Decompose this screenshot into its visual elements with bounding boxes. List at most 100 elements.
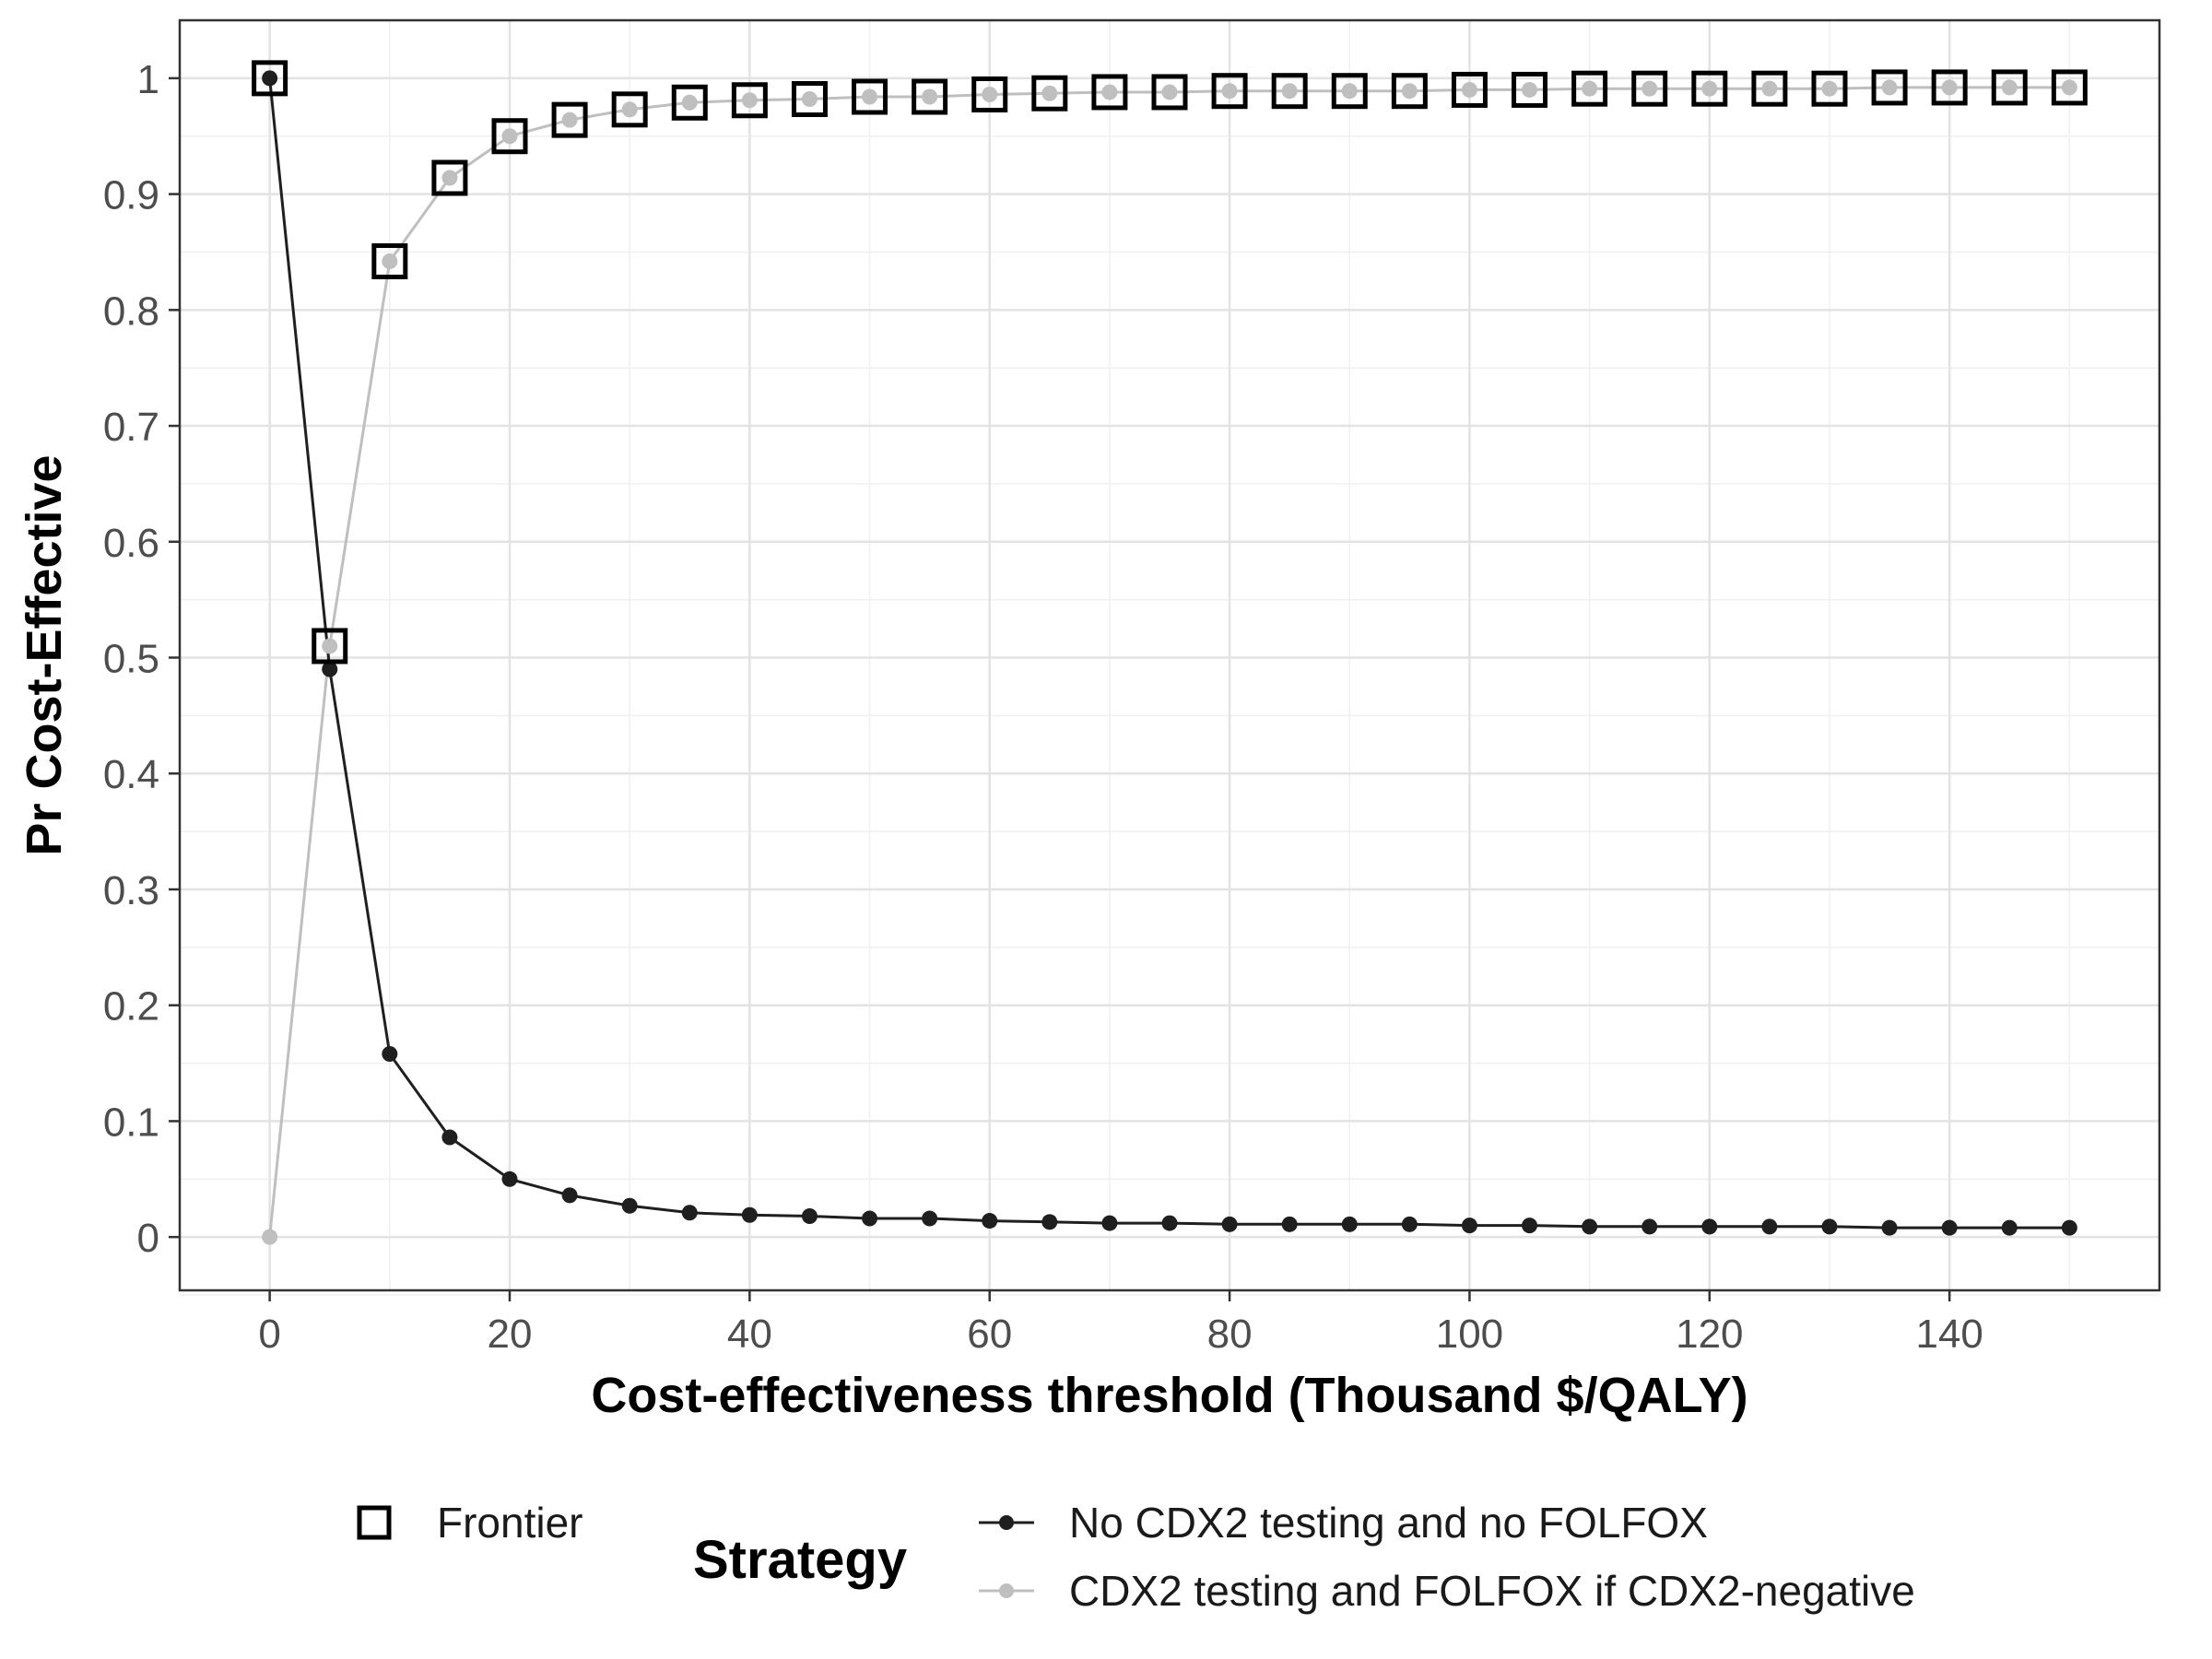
series-point-2 [862, 88, 878, 105]
series-point-2 [922, 88, 938, 105]
series-point-1 [1461, 1218, 1477, 1234]
x-tick-label: 0 [258, 1312, 280, 1357]
frontier-marker [371, 243, 408, 280]
series-point-2 [2001, 79, 2018, 96]
frontier-marker [1211, 73, 1248, 110]
series-point-1 [1761, 1218, 1778, 1235]
series-points [262, 70, 2077, 1245]
x-tick-label: 60 [967, 1312, 1012, 1357]
frontier-marker [2051, 69, 2088, 106]
series-point-2 [1461, 81, 1477, 98]
frontier-marker [671, 84, 708, 121]
x-tick-label: 140 [1915, 1312, 1983, 1357]
y-tick-label: 0.1 [103, 1100, 159, 1145]
series-point-1 [1881, 1219, 1898, 1236]
series-point-1 [1641, 1218, 1658, 1235]
series-point-1 [1341, 1216, 1358, 1232]
series-point-2 [1401, 83, 1418, 100]
y-tick-label: 1 [137, 57, 159, 102]
frontier-marker [1991, 69, 2028, 106]
grid-major [180, 20, 2159, 1290]
series-point-2 [382, 253, 398, 270]
x-tick-label: 120 [1676, 1312, 1743, 1357]
y-tick-label: 0 [137, 1216, 159, 1261]
y-tick-label: 0.2 [103, 984, 159, 1030]
plot-panel-border [178, 18, 2161, 1292]
y-tick-label: 0.8 [103, 288, 159, 334]
series-point-1 [621, 1197, 638, 1214]
frontier-marker [1091, 74, 1128, 111]
series-point-2 [1821, 80, 1838, 97]
series-point-1 [382, 1046, 398, 1063]
legend: Frontier Strategy No CDX2 testing and no… [357, 1499, 1915, 1615]
frontier-marker [611, 91, 648, 128]
series-point-1 [1821, 1218, 1838, 1235]
series-point-1 [501, 1171, 518, 1187]
frontier-marker [1391, 73, 1428, 110]
series-point-1 [1041, 1214, 1058, 1230]
series-point-1 [1161, 1215, 1178, 1231]
y-tick-label: 0.3 [103, 868, 159, 913]
series-point-2 [1701, 80, 1718, 97]
frontier-markers [252, 60, 2088, 665]
x-tick-label: 20 [488, 1312, 533, 1357]
y-tick-label: 0.6 [103, 521, 159, 566]
frontier-marker [431, 159, 468, 196]
y-tick-label: 0.9 [103, 173, 159, 218]
frontier-marker [1811, 70, 1848, 107]
series-point-2 [741, 92, 758, 109]
series-point-2 [1941, 79, 1958, 96]
x-tick-label: 80 [1207, 1312, 1253, 1357]
series-point-2 [1522, 81, 1538, 98]
series-point-2 [1582, 80, 1598, 97]
series-point-2 [1881, 79, 1898, 96]
legend-series-1-point-key [999, 1515, 1014, 1530]
x-axis-title: Cost-effectiveness threshold (Thousand $… [591, 1368, 1747, 1423]
series-point-2 [262, 1229, 278, 1245]
frontier-marker [1871, 69, 1908, 106]
frontier-marker [791, 80, 828, 117]
series-point-2 [1761, 80, 1778, 97]
series-point-2 [1641, 80, 1658, 97]
series-point-2 [441, 170, 458, 186]
series-point-2 [681, 94, 698, 111]
series-point-1 [862, 1210, 878, 1227]
frontier-marker [312, 628, 348, 665]
series-point-2 [801, 90, 818, 107]
y-tick-label: 0.5 [103, 637, 159, 682]
series-point-1 [922, 1210, 938, 1227]
series-point-1 [741, 1206, 758, 1223]
series-point-1 [1101, 1215, 1118, 1231]
series-point-1 [1701, 1218, 1718, 1235]
frontier-marker [1151, 74, 1188, 111]
series-point-1 [561, 1187, 578, 1204]
series-point-2 [322, 638, 338, 654]
frontier-marker [1931, 69, 1968, 106]
legend-series-1-label: No CDX2 testing and no FOLFOX [1069, 1499, 1708, 1547]
y-axis-ticks: 0 0.1 0.2 0.3 0.4 0.5 0.6 0.7 0.8 0.9 1 [103, 57, 180, 1261]
frontier-marker [551, 101, 588, 138]
series-point-1 [262, 70, 278, 87]
series-point-2 [1161, 84, 1178, 100]
frontier-marker [912, 78, 948, 115]
series-point-1 [801, 1208, 818, 1225]
series-point-1 [1941, 1219, 1958, 1236]
series-point-1 [2061, 1219, 2077, 1236]
frontier-marker [731, 82, 768, 119]
frontier-marker [852, 78, 888, 115]
x-tick-label: 100 [1436, 1312, 1503, 1357]
frontier-marker [1512, 71, 1548, 108]
legend-series-2-point-key [999, 1583, 1014, 1598]
y-axis-title: Pr Cost-Effective [17, 454, 72, 855]
series-point-1 [681, 1205, 698, 1221]
frontier-marker [1571, 70, 1608, 107]
frontier-marker [1031, 75, 1068, 112]
series-point-1 [1281, 1216, 1298, 1232]
frontier-marker [1271, 73, 1308, 110]
series-point-2 [621, 101, 638, 118]
legend-series-2-label: CDX2 testing and FOLFOX if CDX2-negative [1069, 1567, 1915, 1615]
series-point-2 [561, 112, 578, 128]
series-point-1 [982, 1213, 998, 1230]
